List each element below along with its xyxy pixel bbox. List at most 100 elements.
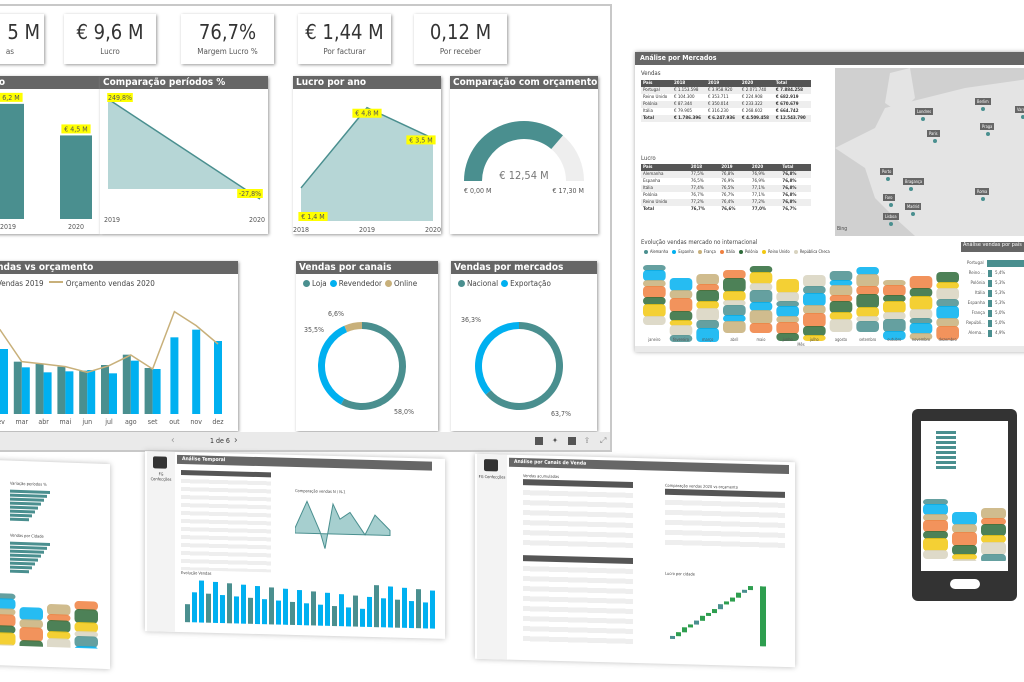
table-row[interactable]: Itália 77,4% 76,5% 77,1% 76,8%	[641, 185, 811, 192]
column-header[interactable]: Total	[780, 164, 811, 171]
bar	[353, 595, 358, 627]
bar-row[interactable]: Itália 5,3%	[961, 288, 1024, 298]
map-city-label[interactable]: Madrid	[905, 203, 922, 210]
fullscreen-icon[interactable]: ⤢	[600, 436, 607, 445]
table-row[interactable]: Portugal € 1.153.598 € 3.958.920 € 2.071.74…	[641, 87, 811, 94]
map-marker[interactable]	[981, 107, 985, 111]
bar	[988, 289, 992, 297]
bar-row[interactable]: Portugal	[961, 258, 1024, 268]
map-city-label[interactable]: Faro	[883, 194, 895, 201]
home-button[interactable]	[950, 579, 980, 589]
panel-vendas-por-canais[interactable]: Vendas por canais Loja Revendedor Online 5…	[296, 261, 438, 431]
bar-row[interactable]: Alema... 4,9%	[961, 328, 1024, 338]
panel-lucro-por-ano[interactable]: Lucro por ano € 1,4 M 2018 € 4,8 M 2019 € 3,…	[293, 76, 441, 234]
bar-row[interactable]: França 5,0%	[961, 308, 1024, 318]
map-city-label[interactable]: Berlim	[975, 98, 991, 105]
waterfall-bar	[676, 632, 681, 637]
stream-band	[723, 305, 746, 316]
map-marker[interactable]	[1021, 115, 1024, 119]
map-city-label[interactable]: Porto	[880, 168, 894, 175]
bar-row[interactable]: Polónia 5,3%	[961, 278, 1024, 288]
map-city-label[interactable]: Bragança	[903, 178, 925, 185]
bar	[423, 602, 428, 629]
legend: Vendas 2019 Orçamento vendas 2020	[0, 279, 155, 288]
stream-band	[723, 278, 746, 292]
bar-row[interactable]: Espanha 5,3%	[961, 298, 1024, 308]
x-tick-label: julho	[809, 337, 819, 342]
map-city-label[interactable]: Londres	[915, 108, 934, 115]
table-row[interactable]: Total 76,7% 76,6% 77,0% 76,7%	[641, 206, 811, 213]
map-city-label[interactable]: Praga	[980, 123, 995, 130]
map[interactable]: Bing Londres Paris Berlim Varsóvia Praga Roma…	[835, 68, 1024, 236]
stream-band	[0, 632, 16, 646]
map-marker[interactable]	[909, 187, 913, 191]
kpi-label: Por receber	[439, 47, 482, 56]
panel-comparacao-orcamento[interactable]: Comparação com orçamento € 12,54 M € 0,00…	[450, 76, 598, 234]
kpi-card-vendas[interactable]: 5 M as	[0, 14, 44, 64]
table-row[interactable]: Polónia € 87.344 € 350.014 € 233.322 € 670.6…	[641, 101, 811, 108]
map-city-label[interactable]: Roma	[975, 188, 990, 195]
linkedin-icon[interactable]	[535, 437, 543, 445]
kpi-card-lucro[interactable]: € 9,6 M Lucro	[64, 14, 156, 64]
bar-row[interactable]: Repúbli... 5,0%	[961, 318, 1024, 328]
column-header[interactable]: 2018	[671, 80, 706, 87]
table-row[interactable]: Espanha 76,5% 76,9% 76,9% 76,8%	[641, 178, 811, 185]
bar-row[interactable]: Reino ... 5,4%	[961, 268, 1024, 278]
panel-vendas-por-mercados[interactable]: Vendas por mercados Nacional Exportação 6…	[451, 261, 597, 431]
column-header[interactable]: 2019	[705, 80, 740, 87]
kpi-card-margem[interactable]: 76,7% Margem Lucro %	[181, 14, 274, 64]
map-marker[interactable]	[889, 203, 893, 207]
kpi-card-por-receber[interactable]: 0,12 M Por receber	[414, 14, 507, 64]
next-page-button[interactable]: ›	[234, 435, 238, 446]
waterfall-bar	[742, 589, 747, 593]
column-header[interactable]: 2019	[719, 164, 750, 171]
map-marker[interactable]	[986, 132, 990, 136]
table-title: Lucro	[641, 155, 656, 162]
column-header[interactable]: Total	[773, 80, 811, 87]
column-header[interactable]: 2020	[749, 164, 781, 171]
table-row[interactable]: Itália € 79.905 € 316.230 € 268.602 € 664.74…	[641, 108, 811, 115]
stream-band	[829, 312, 853, 320]
share-icon[interactable]: ⇪	[584, 436, 591, 445]
bar	[220, 595, 225, 624]
map-city-label[interactable]: Lisboa	[883, 213, 899, 220]
bar-value: 5,3%	[995, 300, 1006, 306]
column-header[interactable]: 2020	[739, 80, 774, 87]
vendas-table[interactable]: País 2018 2019 2020 Total Portugal € 1.153.598…	[641, 80, 811, 122]
stream-band	[47, 620, 71, 633]
legend-item: Reino Unido	[768, 249, 790, 254]
panel-vendas-vs-orcamento[interactable]: endas vs orçamento Vendas 2019 Orçamento…	[0, 261, 238, 431]
bar	[185, 604, 190, 623]
data-label: -27,8%	[239, 190, 261, 198]
map-marker[interactable]	[911, 212, 915, 216]
map-city-label[interactable]: Varsóvia	[1015, 106, 1024, 113]
column-header[interactable]: País	[641, 80, 672, 87]
map-marker[interactable]	[981, 197, 985, 201]
kpi-card-por-facturar[interactable]: € 1,44 M Por facturar	[298, 14, 391, 64]
map-marker[interactable]	[933, 139, 937, 143]
stream-band	[643, 304, 666, 317]
table-row[interactable]: Reino Unido € 104.300 € 353.711 € 224.908 € …	[641, 94, 811, 101]
lucro-table[interactable]: País 2018 2019 2020 Total Alemanha 77,5% 76,8% 7…	[641, 164, 811, 213]
table-row[interactable]: Reino Unido 77,2% 76,4% 77,2% 76,8%	[641, 199, 811, 206]
twitter-icon[interactable]: ✦	[552, 436, 559, 445]
column-header[interactable]: País	[641, 164, 689, 171]
map-marker[interactable]	[889, 222, 893, 226]
stream-band	[74, 621, 98, 633]
panel-comparacao-periodos[interactable]: Comparação períodos % 249,8% -27,8% 2019 20…	[100, 76, 268, 234]
map-marker[interactable]	[886, 177, 890, 181]
facebook-icon[interactable]	[568, 437, 576, 445]
prev-page-button[interactable]: ‹	[171, 435, 175, 446]
stream-band	[47, 604, 71, 616]
table-row[interactable]: Polónia 76,7% 76,7% 77,1% 76,8%	[641, 192, 811, 199]
panel-vendas-por-ano[interactable]: o € 6,2 M 2019 € 4,5 M 2020	[0, 76, 100, 234]
table-row[interactable]: Alemanha 77,5% 76,8% 76,9% 76,8%	[641, 171, 811, 178]
bar	[290, 601, 295, 625]
legend-dot	[329, 280, 337, 287]
bar	[206, 593, 211, 623]
map-marker[interactable]	[921, 117, 925, 121]
map-city-label[interactable]: Paris	[927, 130, 940, 137]
column-header[interactable]: 2018	[688, 164, 720, 171]
bar-label: França	[971, 310, 985, 316]
table-row[interactable]: Total € 1.786.396 € 6.247.936 € 4.509.458 € …	[641, 115, 811, 122]
